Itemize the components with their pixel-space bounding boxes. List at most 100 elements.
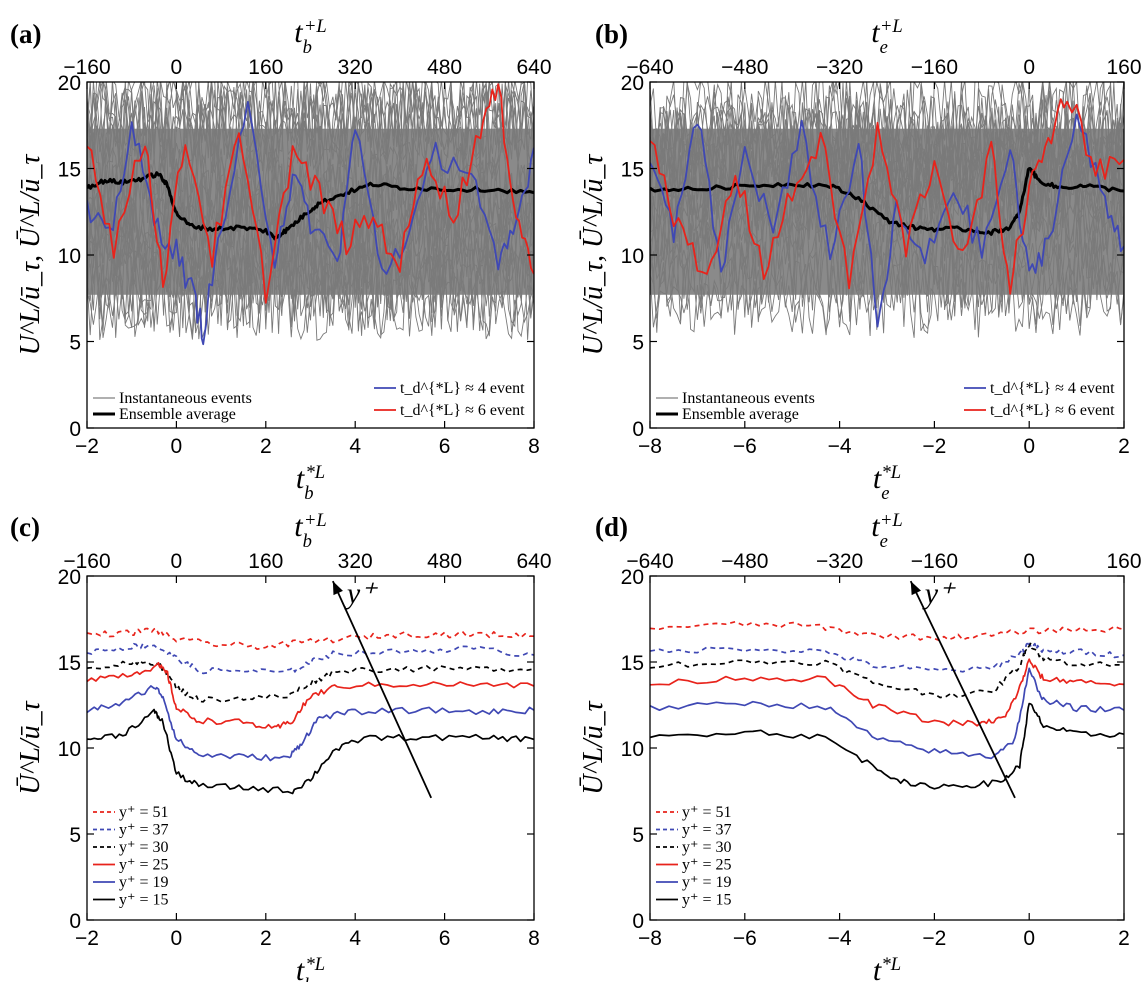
x-tick-label: −8 [638,927,662,950]
series-y-25 [87,661,534,729]
plot-area [87,82,534,346]
x-axis-label: te*L [873,954,901,982]
instantaneous-event-line [650,176,1124,271]
x-tick-label: −8 [638,435,662,458]
instantaneous-event-line [650,82,1124,170]
x-tick-label: 8 [528,435,540,458]
y-plus-arrow: y⁺ [332,577,433,799]
legend-entry: y⁺ = 25 [682,857,731,874]
legend-entry: y⁺ = 15 [682,892,731,909]
legend-entry: t_d^{*L} ≈ 6 event [990,402,1115,419]
x-tick-label: −2 [922,435,946,458]
x2-tick-label: 160 [1106,550,1141,573]
x2-axis-label: te+L [871,510,903,552]
x-tick-label: 8 [528,927,540,950]
instantaneous-event-line [650,82,1124,173]
series-y-37 [87,642,534,675]
x2-tick-label: 640 [516,550,551,573]
x2-tick-label: 0 [171,56,183,79]
x-tick-label: −2 [75,435,99,458]
x-tick-label: 6 [439,435,451,458]
x2-tick-label: 0 [1023,550,1035,573]
arrow-label: y⁺ [344,577,378,610]
x-tick-label: 6 [439,927,451,950]
x2-tick-label: 480 [427,550,462,573]
x2-tick-label: 0 [1023,56,1035,79]
x-tick-label: 2 [260,435,272,458]
series-t-d-l-6-event [87,83,534,304]
y-tick-label: 5 [69,824,81,847]
y-tick-label: 0 [69,418,81,441]
x2-tick-label: 0 [171,550,183,573]
series-ensemble-average [87,171,534,241]
x2-tick-label: 320 [338,56,373,79]
x-tick-label: −6 [733,435,757,458]
legend-entry: y⁺ = 30 [119,839,168,856]
series-y-30 [87,659,534,703]
x2-tick-label: −160 [63,550,110,573]
panel-label: (c) [10,512,40,542]
y-tick-label: 10 [58,245,81,268]
series-y-37 [650,642,1124,673]
legend-entry: Instantaneous events [682,390,815,407]
y-tick-label: 15 [621,159,644,182]
y-tick-label: 0 [632,418,644,441]
x2-axis-label: te+L [871,16,903,58]
x-tick-label: 0 [1023,435,1035,458]
instantaneous-event-line [650,141,1124,234]
instantaneous-event-line [87,132,534,227]
x-tick-label: 2 [1118,435,1130,458]
legend-entry: t_d^{*L} ≈ 4 event [400,380,525,397]
panel-a: −2 0 2 4 6 8−160 0 160 320 480 64005101520tb*Ltb+L… [10,16,552,504]
y-axis-label: Ū^L/ū_τ [15,700,46,794]
x-tick-label: 2 [260,927,272,950]
y-tick-label: 20 [58,72,81,95]
series-t-d-l-4-event [650,113,1124,328]
y-tick-label: 5 [69,332,81,355]
x2-tick-label: 480 [427,56,462,79]
legend-entry: y⁺ = 19 [119,874,168,891]
legend-entry: y⁺ = 25 [119,857,168,874]
series-y-51 [87,627,534,650]
legend-entry: y⁺ = 30 [682,839,731,856]
instantaneous-event-line [650,82,1124,167]
x2-tick-label: 160 [248,56,283,79]
instantaneous-event-line [87,90,534,185]
x2-axis-label: tb+L [294,16,327,58]
panel-c: y⁺−202468−160016032048064005101520tb*Ltb… [10,510,552,982]
legend-entry: Instantaneous events [119,390,252,407]
y-tick-label: 20 [621,72,644,95]
legend-entry: y⁺ = 51 [119,804,168,821]
series-t-d-l-4-event [87,101,534,346]
x2-tick-label: −480 [721,56,768,79]
x2-tick-label: −160 [911,550,958,573]
x-tick-label: −4 [828,927,852,950]
y-tick-label: 5 [632,332,644,355]
y-tick-label: 0 [69,910,81,933]
series-y-51 [650,620,1124,642]
legend-entry: Ensemble average [119,406,236,423]
instantaneous-event-line [87,82,534,169]
instantaneous-events-band [650,82,1124,338]
y-tick-label: 15 [621,652,644,675]
y-plus-arrow: y⁺ [909,577,1016,799]
series-y-19 [650,667,1124,760]
series-y-25 [650,658,1124,727]
y-tick-label: 0 [632,910,644,933]
panel-b: −8 −6 −4 −2 0 2 −640 −480 −320 −160 0 160 0 5 10 15 20 te… [578,16,1142,504]
instantaneous-event-line [650,110,1124,205]
x-tick-label: −6 [733,927,757,950]
legend-entry: y⁺ = 15 [119,892,168,909]
y-tick-label: 20 [621,566,644,589]
x2-tick-label: −480 [721,550,768,573]
y-tick-label: 20 [58,566,81,589]
series-t-d-l-6-event [650,98,1124,295]
series-y-19 [87,685,534,762]
x2-tick-label: −640 [626,56,673,79]
series-y-15 [87,708,534,795]
legend-entry: t_d^{*L} ≈ 6 event [400,402,525,419]
panel-label: (d) [595,512,628,542]
instantaneous-event-line [650,227,1124,322]
x-tick-label: −2 [922,927,946,950]
